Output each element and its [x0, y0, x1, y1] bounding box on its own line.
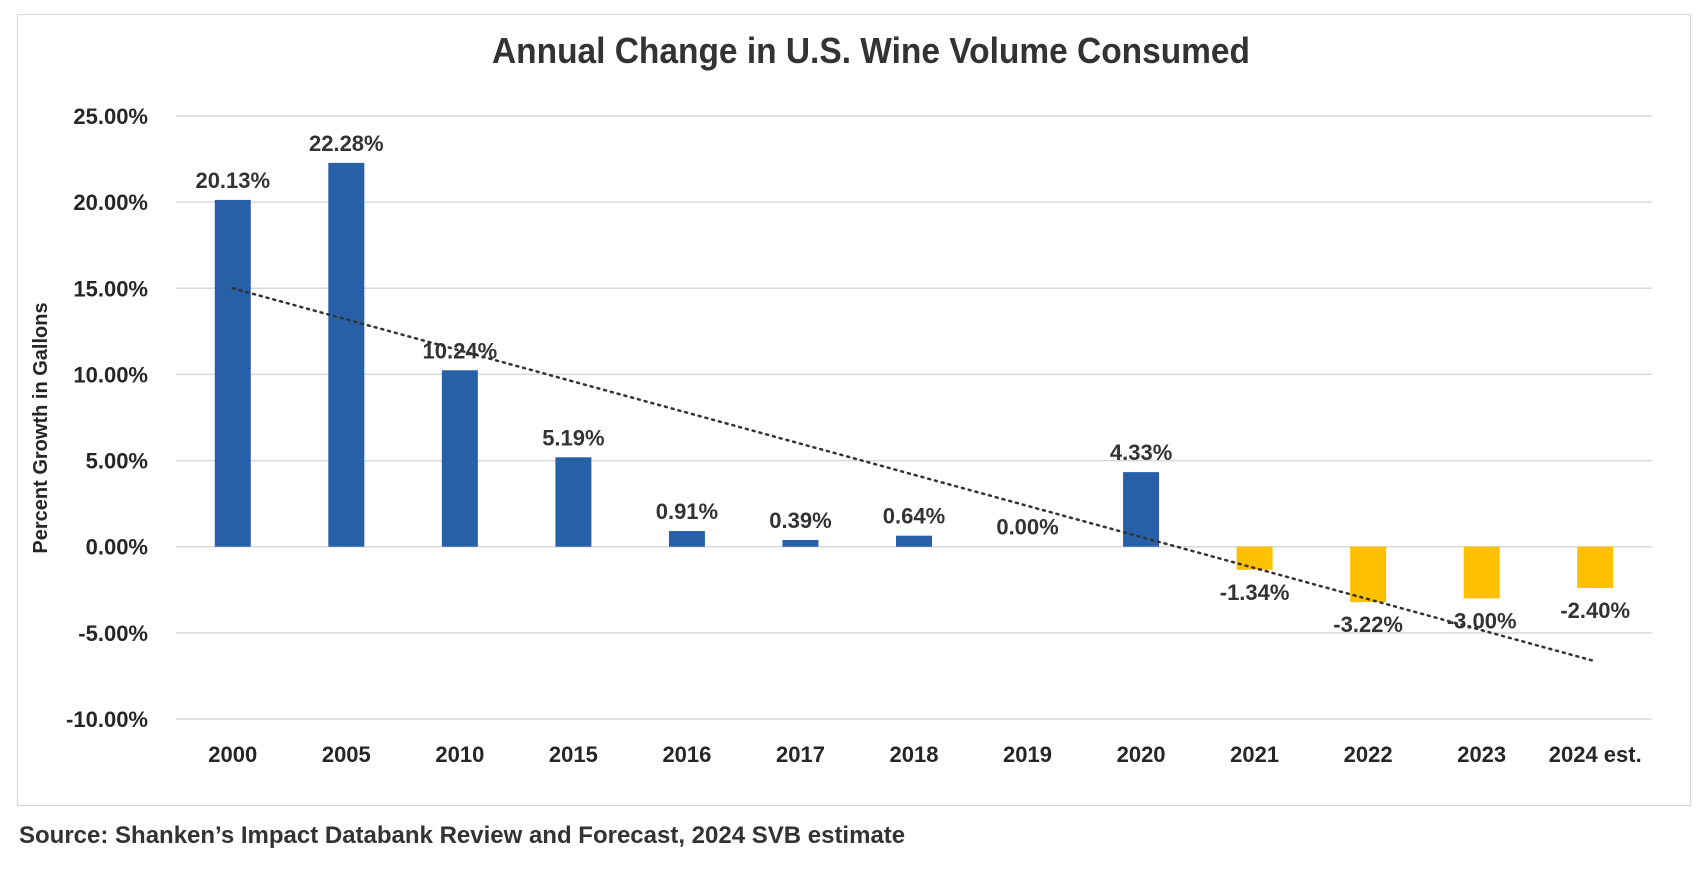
x-tick-label: 2024 est. — [1549, 742, 1642, 767]
data-label: 22.28% — [309, 131, 384, 156]
trendline-path — [231, 287, 1597, 663]
x-tick-label: 2021 — [1230, 742, 1279, 767]
y-tick-label: -10.00% — [66, 707, 148, 732]
bar — [1123, 472, 1160, 547]
x-tick-label: 2005 — [322, 742, 371, 767]
bar — [555, 457, 592, 547]
data-label: -3.22% — [1333, 612, 1403, 637]
x-tick-label: 2010 — [435, 742, 484, 767]
chart-title: Annual Change in U.S. Wine Volume Consum… — [492, 30, 1250, 71]
y-axis-label: Percent Growth in Gallons — [30, 302, 52, 553]
data-label: 0.00% — [996, 515, 1058, 540]
y-tick-label: 15.00% — [73, 276, 148, 301]
data-label: 5.19% — [542, 425, 604, 450]
x-tick-label: 2022 — [1344, 742, 1393, 767]
data-label: 0.91% — [656, 499, 718, 524]
data-label: 0.64% — [883, 504, 945, 529]
bar — [1577, 546, 1614, 589]
data-label: 0.39% — [769, 508, 831, 533]
x-tick-label: 2023 — [1457, 742, 1506, 767]
bar — [1350, 546, 1387, 603]
x-tick-label: 2015 — [549, 742, 598, 767]
data-label: 10.24% — [423, 338, 498, 363]
x-tick-label: 2017 — [776, 742, 825, 767]
y-tick-label: 25.00% — [73, 104, 148, 129]
bar — [668, 531, 705, 547]
y-tick-label: 10.00% — [73, 362, 148, 387]
x-tick-label: 2000 — [208, 742, 257, 767]
data-labels: 20.13% 22.28% 10.24% 5.19% 0.91% 0.39% 0.64% 0.… — [195, 131, 1630, 637]
bar — [328, 162, 365, 547]
bars — [214, 162, 1614, 603]
x-axis-ticks: 2000 2005 2010 2015 2016 2017 2018 2019 2020 2021… — [208, 742, 1641, 767]
trendline — [231, 287, 1597, 663]
y-tick-label: 5.00% — [86, 449, 148, 474]
x-tick-label: 2018 — [890, 742, 939, 767]
bar — [782, 539, 819, 547]
x-tick-label: 2019 — [1003, 742, 1052, 767]
bar — [1236, 546, 1273, 570]
y-axis-ticks: 25.00% 20.00% 15.00% 10.00% 5.00% 0.00% -5.00%… — [66, 104, 148, 732]
data-label: -1.34% — [1220, 580, 1290, 605]
data-label: -3.00% — [1447, 608, 1517, 633]
y-tick-label: -5.00% — [78, 621, 148, 646]
bar — [1463, 546, 1500, 599]
data-label: 20.13% — [195, 168, 270, 193]
data-label: -2.40% — [1560, 598, 1630, 623]
bar — [441, 370, 478, 547]
bar — [214, 199, 251, 547]
bar — [896, 535, 932, 547]
x-tick-label: 2016 — [662, 742, 711, 767]
data-label: 4.33% — [1110, 440, 1172, 465]
chart-frame — [17, 14, 1691, 806]
source-note: Source: Shanken’s Impact Databank Review… — [19, 822, 906, 849]
x-tick-label: 2020 — [1117, 742, 1166, 767]
gridlines — [176, 115, 1652, 720]
y-tick-label: 20.00% — [73, 190, 148, 215]
y-tick-label: 0.00% — [86, 535, 148, 560]
